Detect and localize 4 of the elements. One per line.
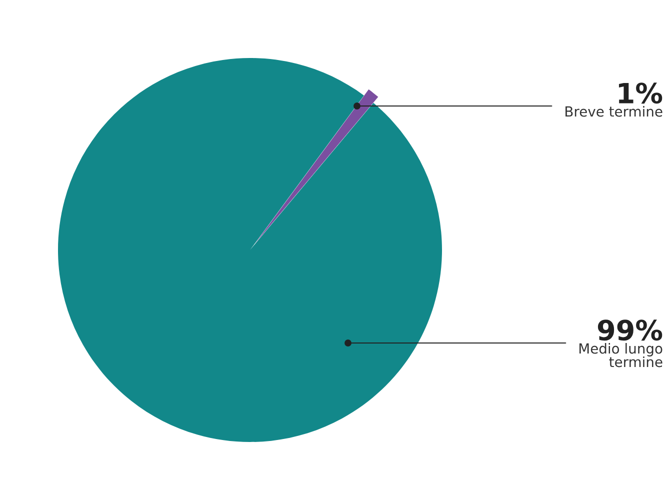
slice-label: Medio lungo termine — [579, 343, 662, 368]
data-label: 99% — [598, 320, 662, 341]
data-label: 1% — [618, 82, 662, 104]
slice-label: Breve termine — [566, 106, 662, 117]
